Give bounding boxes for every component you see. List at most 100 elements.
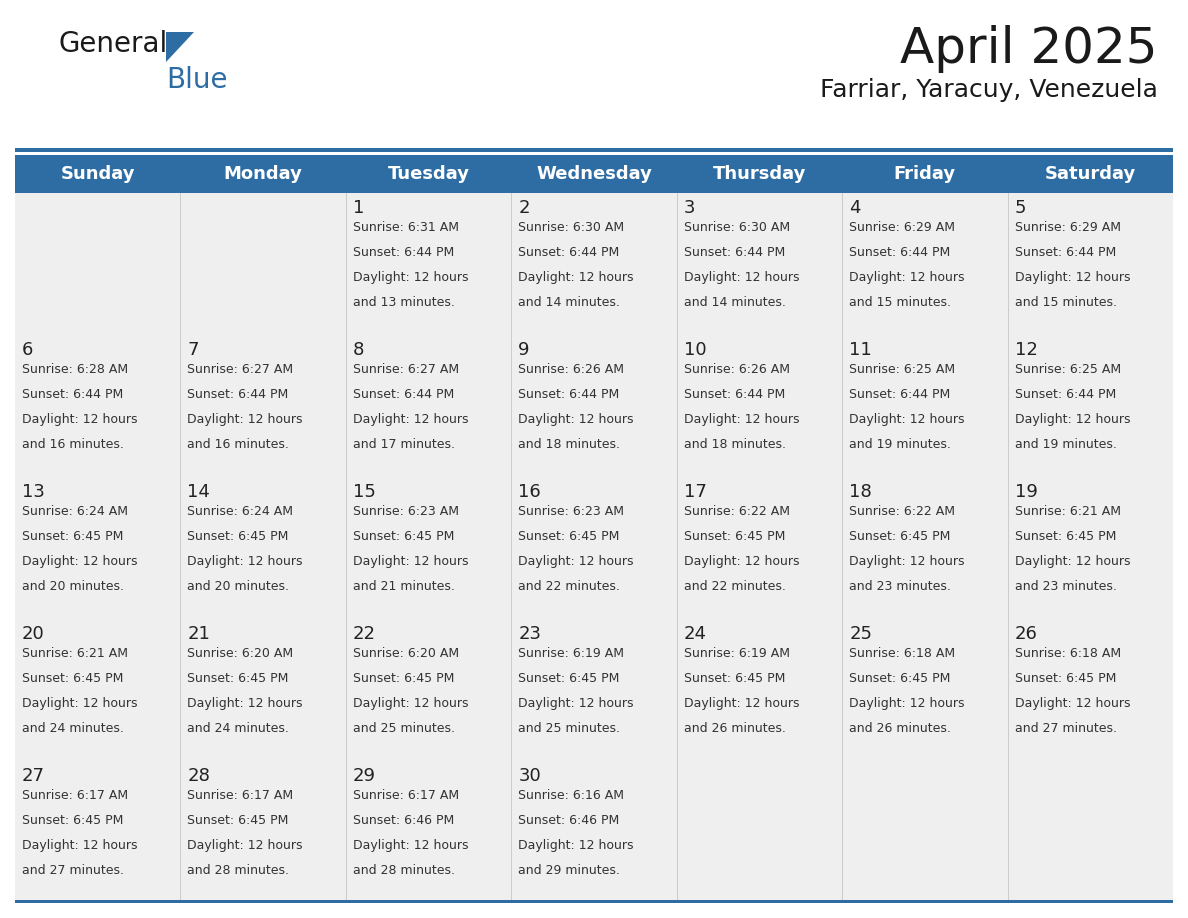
Bar: [677, 761, 842, 903]
Text: Daylight: 12 hours: Daylight: 12 hours: [684, 697, 800, 710]
Text: Sunset: 6:44 PM: Sunset: 6:44 PM: [849, 387, 950, 401]
Text: 29: 29: [353, 767, 375, 785]
Text: Sunset: 6:45 PM: Sunset: 6:45 PM: [849, 672, 950, 685]
Text: and 18 minutes.: and 18 minutes.: [684, 438, 785, 451]
Text: and 22 minutes.: and 22 minutes.: [684, 579, 785, 592]
Text: Daylight: 12 hours: Daylight: 12 hours: [188, 697, 303, 710]
Text: Sunrise: 6:26 AM: Sunrise: 6:26 AM: [684, 363, 790, 376]
Text: 27: 27: [23, 767, 45, 785]
Text: Sunset: 6:45 PM: Sunset: 6:45 PM: [23, 530, 124, 543]
Text: and 19 minutes.: and 19 minutes.: [849, 438, 952, 451]
Text: and 24 minutes.: and 24 minutes.: [188, 722, 290, 734]
Bar: [346, 761, 511, 903]
Bar: [181, 335, 346, 477]
Text: Daylight: 12 hours: Daylight: 12 hours: [518, 697, 633, 710]
Text: Tuesday: Tuesday: [387, 165, 469, 183]
Bar: [346, 619, 511, 761]
Text: Daylight: 12 hours: Daylight: 12 hours: [1015, 413, 1130, 426]
Text: Friday: Friday: [893, 165, 956, 183]
Text: 30: 30: [518, 767, 541, 785]
Text: Sunrise: 6:19 AM: Sunrise: 6:19 AM: [518, 647, 624, 660]
Text: Daylight: 12 hours: Daylight: 12 hours: [518, 271, 633, 284]
Text: Sunrise: 6:24 AM: Sunrise: 6:24 AM: [23, 505, 128, 518]
Text: Sunrise: 6:24 AM: Sunrise: 6:24 AM: [188, 505, 293, 518]
Text: Sunrise: 6:20 AM: Sunrise: 6:20 AM: [188, 647, 293, 660]
Text: and 28 minutes.: and 28 minutes.: [353, 864, 455, 877]
Polygon shape: [166, 32, 194, 62]
Bar: [677, 619, 842, 761]
Bar: [842, 477, 1007, 619]
Text: Sunset: 6:44 PM: Sunset: 6:44 PM: [188, 387, 289, 401]
Bar: [677, 477, 842, 619]
Text: 5: 5: [1015, 199, 1026, 217]
Text: Sunrise: 6:22 AM: Sunrise: 6:22 AM: [849, 505, 955, 518]
Text: and 20 minutes.: and 20 minutes.: [23, 579, 124, 592]
Text: Sunrise: 6:29 AM: Sunrise: 6:29 AM: [849, 221, 955, 234]
Text: Sunset: 6:46 PM: Sunset: 6:46 PM: [518, 814, 619, 827]
Bar: [15, 761, 181, 903]
Text: and 26 minutes.: and 26 minutes.: [849, 722, 952, 734]
Text: 25: 25: [849, 625, 872, 643]
Text: Sunset: 6:45 PM: Sunset: 6:45 PM: [353, 530, 454, 543]
Text: 17: 17: [684, 483, 707, 501]
Text: 16: 16: [518, 483, 541, 501]
Text: Sunrise: 6:18 AM: Sunrise: 6:18 AM: [849, 647, 955, 660]
Bar: [677, 193, 842, 335]
Text: 13: 13: [23, 483, 45, 501]
Bar: [15, 619, 181, 761]
Text: Sunset: 6:45 PM: Sunset: 6:45 PM: [684, 672, 785, 685]
Text: Sunset: 6:44 PM: Sunset: 6:44 PM: [518, 246, 619, 259]
Text: and 25 minutes.: and 25 minutes.: [353, 722, 455, 734]
Text: Sunrise: 6:18 AM: Sunrise: 6:18 AM: [1015, 647, 1120, 660]
Text: Daylight: 12 hours: Daylight: 12 hours: [353, 839, 468, 852]
Text: 9: 9: [518, 341, 530, 359]
Bar: [15, 193, 1173, 195]
Bar: [15, 900, 1173, 903]
Text: Sunset: 6:45 PM: Sunset: 6:45 PM: [188, 814, 289, 827]
Text: Sunrise: 6:26 AM: Sunrise: 6:26 AM: [518, 363, 624, 376]
Text: Daylight: 12 hours: Daylight: 12 hours: [518, 554, 633, 567]
Bar: [15, 477, 181, 619]
Text: Sunrise: 6:20 AM: Sunrise: 6:20 AM: [353, 647, 459, 660]
Text: Daylight: 12 hours: Daylight: 12 hours: [188, 413, 303, 426]
Text: Blue: Blue: [166, 66, 227, 94]
Text: 22: 22: [353, 625, 375, 643]
Text: and 14 minutes.: and 14 minutes.: [684, 296, 785, 308]
Text: Monday: Monday: [223, 165, 303, 183]
Text: 8: 8: [353, 341, 365, 359]
Bar: [15, 619, 1173, 621]
Text: April 2025: April 2025: [901, 25, 1158, 73]
Text: Daylight: 12 hours: Daylight: 12 hours: [684, 554, 800, 567]
Text: Daylight: 12 hours: Daylight: 12 hours: [353, 554, 468, 567]
Bar: [181, 761, 346, 903]
Bar: [181, 619, 346, 761]
Text: and 24 minutes.: and 24 minutes.: [23, 722, 124, 734]
Text: Thursday: Thursday: [713, 165, 807, 183]
Text: Daylight: 12 hours: Daylight: 12 hours: [849, 271, 965, 284]
Text: Sunrise: 6:30 AM: Sunrise: 6:30 AM: [684, 221, 790, 234]
Text: Daylight: 12 hours: Daylight: 12 hours: [684, 413, 800, 426]
Text: Daylight: 12 hours: Daylight: 12 hours: [23, 697, 138, 710]
Text: Daylight: 12 hours: Daylight: 12 hours: [188, 554, 303, 567]
Text: Sunset: 6:45 PM: Sunset: 6:45 PM: [684, 530, 785, 543]
Text: Sunrise: 6:17 AM: Sunrise: 6:17 AM: [23, 789, 128, 802]
Text: Sunset: 6:46 PM: Sunset: 6:46 PM: [353, 814, 454, 827]
Text: Daylight: 12 hours: Daylight: 12 hours: [23, 413, 138, 426]
Text: Sunrise: 6:21 AM: Sunrise: 6:21 AM: [1015, 505, 1120, 518]
Text: Saturday: Saturday: [1044, 165, 1136, 183]
Text: Sunrise: 6:31 AM: Sunrise: 6:31 AM: [353, 221, 459, 234]
Bar: [511, 193, 677, 335]
Text: Daylight: 12 hours: Daylight: 12 hours: [849, 413, 965, 426]
Text: Sunrise: 6:21 AM: Sunrise: 6:21 AM: [23, 647, 128, 660]
Text: Sunset: 6:44 PM: Sunset: 6:44 PM: [353, 246, 454, 259]
Bar: [842, 761, 1007, 903]
Text: and 19 minutes.: and 19 minutes.: [1015, 438, 1117, 451]
Text: and 27 minutes.: and 27 minutes.: [1015, 722, 1117, 734]
Text: 11: 11: [849, 341, 872, 359]
Text: Sunset: 6:44 PM: Sunset: 6:44 PM: [1015, 246, 1116, 259]
Text: Daylight: 12 hours: Daylight: 12 hours: [353, 271, 468, 284]
Text: Daylight: 12 hours: Daylight: 12 hours: [518, 839, 633, 852]
Text: Sunset: 6:45 PM: Sunset: 6:45 PM: [518, 672, 620, 685]
Text: 4: 4: [849, 199, 860, 217]
Bar: [1007, 193, 1173, 335]
